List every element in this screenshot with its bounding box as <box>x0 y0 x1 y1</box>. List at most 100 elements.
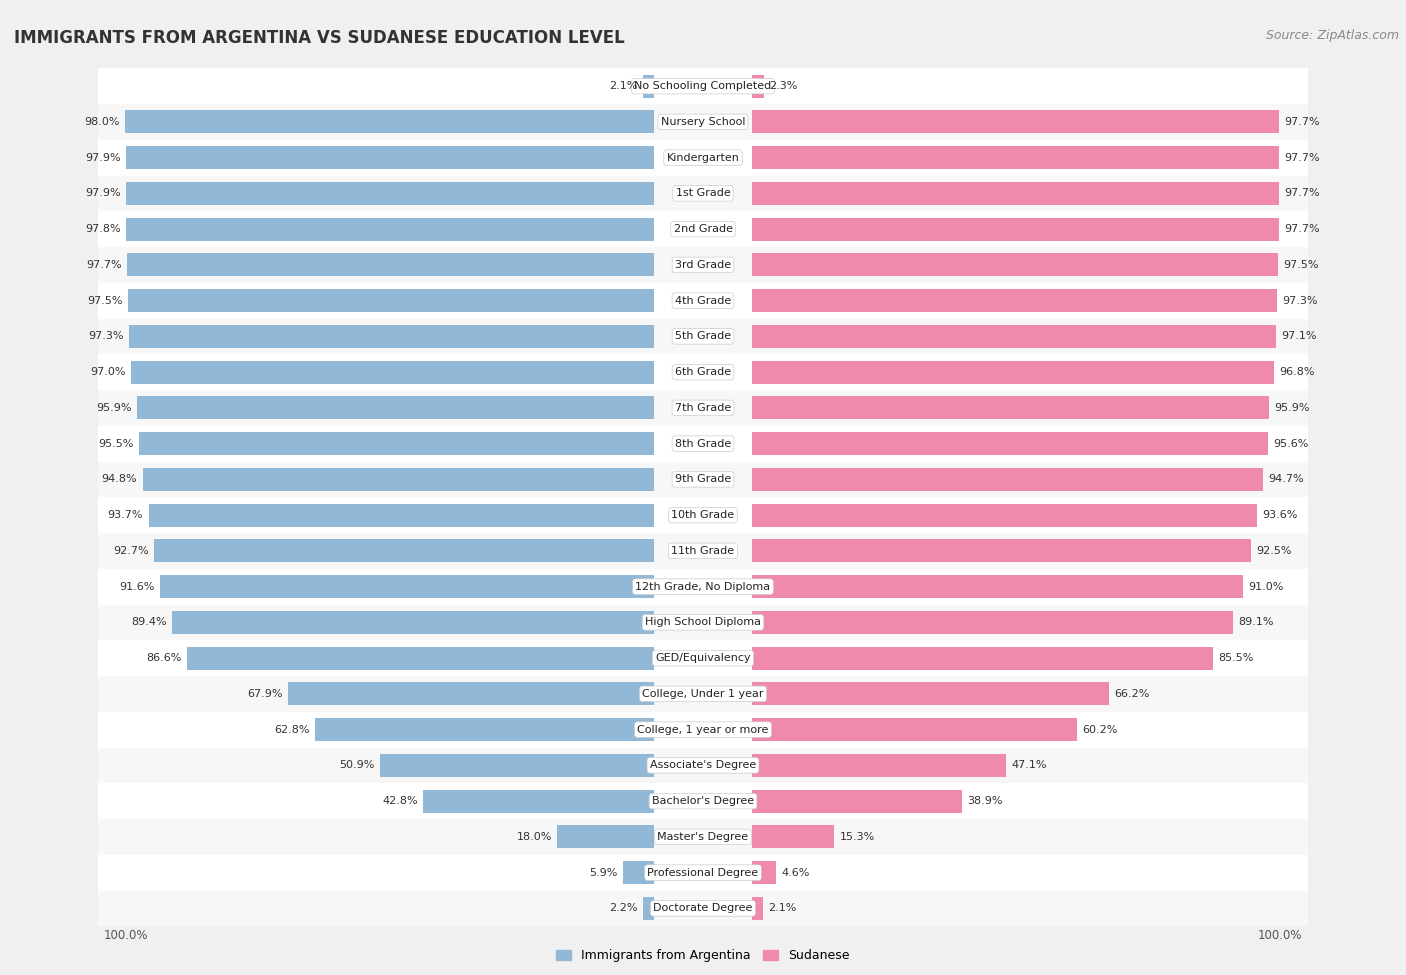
Bar <box>125 110 654 134</box>
Text: Professional Degree: Professional Degree <box>647 868 759 878</box>
Text: Master's Degree: Master's Degree <box>658 832 748 841</box>
Bar <box>98 676 1308 712</box>
Text: 15.3%: 15.3% <box>839 832 875 841</box>
Text: IMMIGRANTS FROM ARGENTINA VS SUDANESE EDUCATION LEVEL: IMMIGRANTS FROM ARGENTINA VS SUDANESE ED… <box>14 29 624 47</box>
Bar <box>98 354 1308 390</box>
Text: 93.6%: 93.6% <box>1263 510 1298 520</box>
Bar <box>752 718 1077 741</box>
Text: 96.8%: 96.8% <box>1279 368 1315 377</box>
Bar <box>98 604 1308 641</box>
Text: 85.5%: 85.5% <box>1219 653 1254 663</box>
Bar <box>155 539 654 563</box>
Text: GED/Equivalency: GED/Equivalency <box>655 653 751 663</box>
Bar <box>98 641 1308 676</box>
Bar <box>98 712 1308 748</box>
Text: 100.0%: 100.0% <box>1258 928 1302 942</box>
Text: 97.0%: 97.0% <box>90 368 125 377</box>
Bar <box>752 539 1251 563</box>
Text: 97.7%: 97.7% <box>1284 117 1320 127</box>
Text: 6th Grade: 6th Grade <box>675 368 731 377</box>
Bar <box>98 283 1308 319</box>
Text: 97.7%: 97.7% <box>86 260 122 270</box>
Bar <box>752 575 1243 599</box>
Text: 98.0%: 98.0% <box>84 117 120 127</box>
Bar <box>98 139 1308 176</box>
Bar <box>752 754 1005 777</box>
Text: 1st Grade: 1st Grade <box>676 188 730 198</box>
Bar <box>98 748 1308 783</box>
Text: 100.0%: 100.0% <box>104 928 148 942</box>
Bar <box>160 575 654 599</box>
Bar <box>139 432 654 455</box>
Text: 97.5%: 97.5% <box>87 295 122 305</box>
Bar <box>752 110 1279 134</box>
Text: 60.2%: 60.2% <box>1083 724 1118 734</box>
Text: 89.4%: 89.4% <box>131 617 166 627</box>
Bar <box>752 396 1270 419</box>
Text: High School Diploma: High School Diploma <box>645 617 761 627</box>
Text: 92.7%: 92.7% <box>112 546 149 556</box>
Legend: Immigrants from Argentina, Sudanese: Immigrants from Argentina, Sudanese <box>551 944 855 967</box>
Bar <box>98 104 1308 139</box>
Text: No Schooling Completed: No Schooling Completed <box>634 81 772 91</box>
Text: Nursery School: Nursery School <box>661 117 745 127</box>
Bar <box>98 319 1308 354</box>
Text: 2.2%: 2.2% <box>609 904 637 914</box>
Bar <box>752 254 1278 277</box>
Text: 18.0%: 18.0% <box>516 832 551 841</box>
Text: 94.8%: 94.8% <box>101 475 138 485</box>
Text: Kindergarten: Kindergarten <box>666 153 740 163</box>
Text: Associate's Degree: Associate's Degree <box>650 760 756 770</box>
Text: 97.7%: 97.7% <box>1284 153 1320 163</box>
Text: Source: ZipAtlas.com: Source: ZipAtlas.com <box>1265 29 1399 42</box>
Bar <box>172 610 654 634</box>
Bar <box>98 212 1308 247</box>
Text: 89.1%: 89.1% <box>1237 617 1274 627</box>
Bar <box>752 432 1268 455</box>
Text: 42.8%: 42.8% <box>382 797 418 806</box>
Bar <box>131 361 654 384</box>
Text: 3rd Grade: 3rd Grade <box>675 260 731 270</box>
Text: 97.5%: 97.5% <box>1284 260 1319 270</box>
Text: 2nd Grade: 2nd Grade <box>673 224 733 234</box>
Bar <box>98 497 1308 533</box>
Bar <box>752 610 1233 634</box>
Text: 62.8%: 62.8% <box>274 724 311 734</box>
Text: 8th Grade: 8th Grade <box>675 439 731 448</box>
Bar <box>127 217 654 241</box>
Bar <box>98 533 1308 568</box>
Bar <box>380 754 654 777</box>
Bar <box>128 289 654 312</box>
Bar <box>98 890 1308 926</box>
Text: 97.1%: 97.1% <box>1281 332 1316 341</box>
Text: 4th Grade: 4th Grade <box>675 295 731 305</box>
Text: 92.5%: 92.5% <box>1257 546 1292 556</box>
Text: 97.3%: 97.3% <box>1282 295 1317 305</box>
Bar <box>752 503 1257 526</box>
Bar <box>127 181 654 205</box>
Bar <box>98 176 1308 212</box>
Bar <box>752 468 1263 491</box>
Text: 5.9%: 5.9% <box>589 868 617 878</box>
Bar <box>752 325 1275 348</box>
Text: 97.7%: 97.7% <box>1284 188 1320 198</box>
Text: 93.7%: 93.7% <box>108 510 143 520</box>
Bar <box>127 254 654 277</box>
Text: 2.3%: 2.3% <box>769 81 797 91</box>
Bar <box>98 390 1308 426</box>
Text: 67.9%: 67.9% <box>247 689 283 699</box>
Bar <box>752 861 776 884</box>
Bar <box>752 146 1279 170</box>
Text: College, 1 year or more: College, 1 year or more <box>637 724 769 734</box>
Bar <box>643 897 654 920</box>
Text: 95.9%: 95.9% <box>1275 403 1310 412</box>
Bar <box>623 861 654 884</box>
Bar <box>752 790 962 813</box>
Bar <box>752 646 1213 670</box>
Text: 4.6%: 4.6% <box>782 868 810 878</box>
Text: Bachelor's Degree: Bachelor's Degree <box>652 797 754 806</box>
Bar <box>142 468 654 491</box>
Text: 97.8%: 97.8% <box>86 224 121 234</box>
Text: 66.2%: 66.2% <box>1115 689 1150 699</box>
Text: 10th Grade: 10th Grade <box>672 510 734 520</box>
